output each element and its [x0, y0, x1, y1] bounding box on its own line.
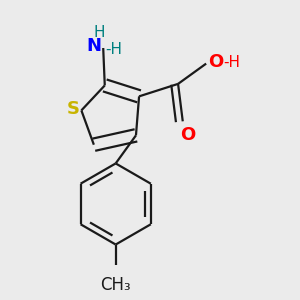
Text: -H: -H — [105, 42, 122, 57]
Text: H: H — [93, 25, 105, 40]
Text: -H: -H — [223, 55, 240, 70]
Text: S: S — [67, 100, 80, 118]
Text: O: O — [180, 126, 195, 144]
Text: CH₃: CH₃ — [100, 276, 131, 294]
Text: N: N — [87, 38, 102, 56]
Text: O: O — [208, 53, 223, 71]
